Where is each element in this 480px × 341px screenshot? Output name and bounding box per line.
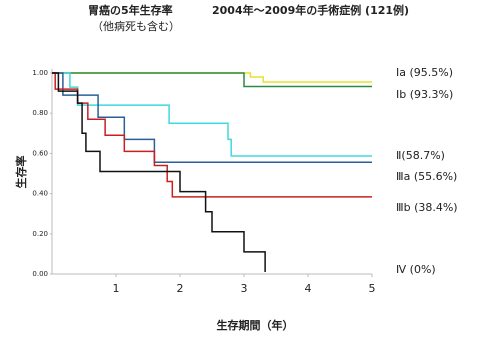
legend-label: Ⅲb (38.4%) bbox=[396, 201, 458, 214]
survival-curve bbox=[52, 72, 372, 88]
x-tick-label: 1 bbox=[113, 282, 120, 295]
y-tick-label: 1.00 bbox=[32, 69, 48, 77]
chart-title: 胃癌の5年生存率 bbox=[88, 3, 173, 17]
survival-curve bbox=[52, 72, 372, 157]
survival-curve bbox=[52, 72, 372, 83]
chart-subtitle: 2004年～2009年の手術症例 (121例) bbox=[212, 3, 409, 17]
y-tick-label: 0.40 bbox=[32, 190, 48, 198]
y-tick-label: 0.80 bbox=[32, 109, 48, 117]
x-tick-label: 3 bbox=[241, 282, 248, 295]
legend-label: Ⅰb (93.3%) bbox=[396, 88, 453, 101]
legend-label: Ⅲa (55.6%) bbox=[396, 170, 457, 183]
y-axis-label: 生存率 bbox=[14, 156, 28, 189]
legend-label: Ⅱ(58.7%) bbox=[396, 149, 445, 162]
y-tick-label: 0.20 bbox=[32, 230, 48, 238]
legend-label: Ⅰa (95.5%) bbox=[396, 66, 453, 79]
legend-label: Ⅳ (0%) bbox=[396, 263, 436, 276]
survival-curve bbox=[52, 72, 372, 198]
y-tick-label: 0.00 bbox=[32, 270, 48, 278]
survival-curve bbox=[52, 72, 266, 272]
x-tick-label: 4 bbox=[305, 282, 312, 295]
chart-note: （他病死も含む） bbox=[92, 19, 180, 33]
x-axis-label: 生存期間（年） bbox=[217, 318, 294, 332]
x-tick-label: 5 bbox=[369, 282, 376, 295]
y-tick-label: 0.60 bbox=[32, 149, 48, 157]
x-tick-label: 2 bbox=[177, 282, 184, 295]
